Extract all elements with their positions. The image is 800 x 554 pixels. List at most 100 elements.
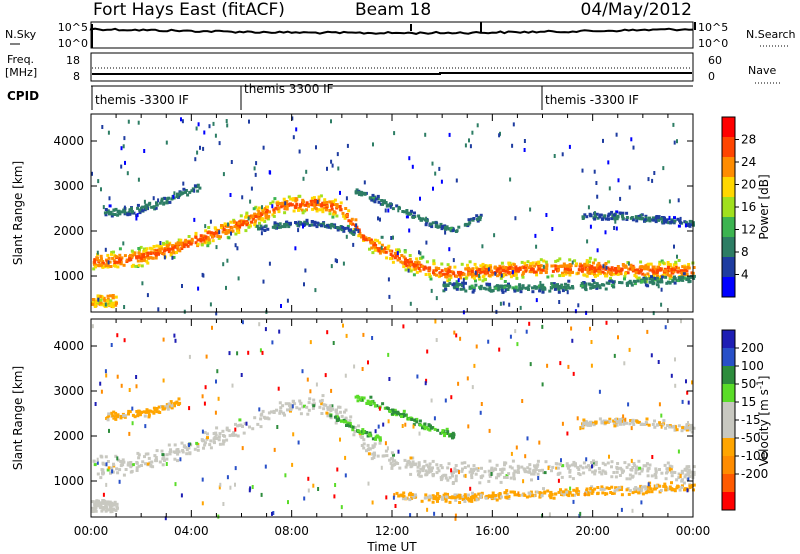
data-cell-power-data-1079 [93,260,97,264]
noise-cell-power-data-98 [230,231,232,236]
data-cell-power-data-1113 [329,201,333,205]
data-cell-power-data-1260 [523,261,527,265]
data-cell-vel-data-1249 [443,496,447,500]
data-cell-vel-data-1040 [585,423,589,427]
data-cell-vel-data-1189 [650,490,654,494]
data-cell-vel-data-1171 [601,491,605,495]
data-cell-vel-data-413 [291,399,295,403]
data-cell-vel-data-838 [362,430,366,433]
noise-cell-power-data-111 [222,172,225,177]
data-cell-vel-data-1306 [637,491,641,495]
data-cell-vel-data-155 [411,460,415,464]
noise-cell-power-data-92 [355,223,358,228]
data-cell-power-data-960 [487,274,491,278]
data-cell-vel-data-6 [632,462,636,465]
data-cell-vel-data-662 [322,403,326,407]
data-cell-power-data-1879 [692,274,696,278]
data-cell-vel-data-608 [490,466,494,470]
data-cell-power-data-593 [588,260,592,264]
data-cell-power-data-1272 [134,264,138,268]
noise-cell-vel-data-232 [434,319,437,324]
data-cell-vel-data-1232 [448,495,452,499]
power-colorbar-box-6 [722,157,735,177]
data-cell-vel-data-782 [400,415,403,418]
data-cell-power-data-979 [317,198,321,202]
data-cell-power-data-2129 [103,298,107,302]
data-cell-vel-data-50 [392,453,395,457]
data-cell-vel-data-1413 [99,504,103,508]
data-cell-vel-data-315 [628,477,632,481]
noise-cell-power-data-85 [227,222,229,227]
data-cell-vel-data-518 [335,412,339,416]
data-cell-power-data-1552 [431,221,435,225]
data-cell-power-data-769 [298,194,302,198]
data-cell-vel-data-626 [533,465,537,469]
data-cell-power-data-1085 [380,249,384,253]
data-cell-power-data-469 [311,207,315,211]
noise-cell-vel-data-231 [598,389,601,394]
y-tick-label-1: 2000 [53,224,84,238]
data-cell-power-data-727 [535,262,539,266]
data-cell-vel-data-870 [170,406,174,410]
velocity-colorbar-tick-label-7: -200 [741,467,768,481]
data-cell-vel-data-183 [161,453,165,457]
data-cell-vel-data-519 [660,471,664,475]
velocity-colorbar-label: Velocity [m s-1] [756,376,771,467]
data-cell-vel-data-1264 [575,487,579,491]
velocity-colorbar-tick-label-5: -50 [741,431,761,445]
data-cell-vel-data-186 [137,453,141,457]
data-cell-power-data-1514 [273,221,277,225]
noise-cell-vel-data-48 [430,398,433,403]
data-cell-power-data-362 [668,277,672,281]
data-cell-power-data-1214 [423,266,427,270]
data-cell-power-data-1226 [206,244,210,248]
data-cell-vel-data-389 [234,422,237,426]
data-cell-vel-data-1414 [93,502,97,506]
data-cell-power-data-544 [612,272,616,276]
data-cell-vel-data-544 [593,472,597,476]
data-cell-vel-data-284 [427,465,431,469]
data-cell-power-data-1381 [196,189,200,193]
data-cell-power-data-20 [253,212,257,216]
data-cell-vel-data-624 [234,433,238,437]
data-cell-power-data-1608 [373,198,376,202]
noise-cell-vel-data-137 [537,476,540,480]
noise-cell-vel-data-257 [118,479,121,484]
noise-cell-vel-data-206 [245,421,248,426]
data-cell-power-data-799 [422,267,426,271]
data-cell-vel-data-344 [561,464,565,468]
data-cell-power-data-1151 [537,267,541,271]
data-cell-power-data-1649 [368,196,372,200]
data-cell-power-data-1627 [405,215,409,219]
data-cell-power-data-264 [101,265,105,269]
noise-cell-power-data-3 [542,264,545,269]
data-cell-power-data-2010 [459,287,463,291]
data-cell-vel-data-1190 [428,494,432,498]
data-cell-power-data-1103 [266,205,269,209]
noise-cell-power-data-160 [379,217,381,222]
noise-cell-power-data-159 [523,148,526,152]
data-cell-vel-data-194 [508,465,512,469]
data-cell-vel-data-1378 [561,490,565,494]
cpid-segments: themis -3300 IF themis 3300 IF themis -3… [91,82,639,110]
noise-cell-power-data-125 [432,186,434,191]
noise-cell-vel-data-205 [444,398,447,403]
data-cell-power-data-1703 [665,218,669,222]
data-cell-vel-data-643 [571,477,575,481]
noise-cell-power-data-42 [514,216,517,221]
noise-cell-vel-data-9 [229,485,232,490]
data-cell-vel-data-906 [124,414,128,418]
data-cell-power-data-1743 [635,219,639,223]
noise-cell-vel-data-161 [371,500,374,505]
data-cell-power-data-1867 [666,280,670,284]
data-cell-vel-data-814 [346,423,350,427]
data-cell-power-data-2119 [106,294,110,298]
noise-cell-power-data-45 [411,164,414,169]
data-cell-vel-data-1345 [653,487,657,491]
data-cell-power-data-222 [110,250,114,254]
data-cell-power-data-86 [521,273,525,277]
data-cell-power-data-1941 [608,279,612,283]
data-cell-power-data-485 [139,245,143,249]
data-cell-power-data-898 [95,256,99,260]
